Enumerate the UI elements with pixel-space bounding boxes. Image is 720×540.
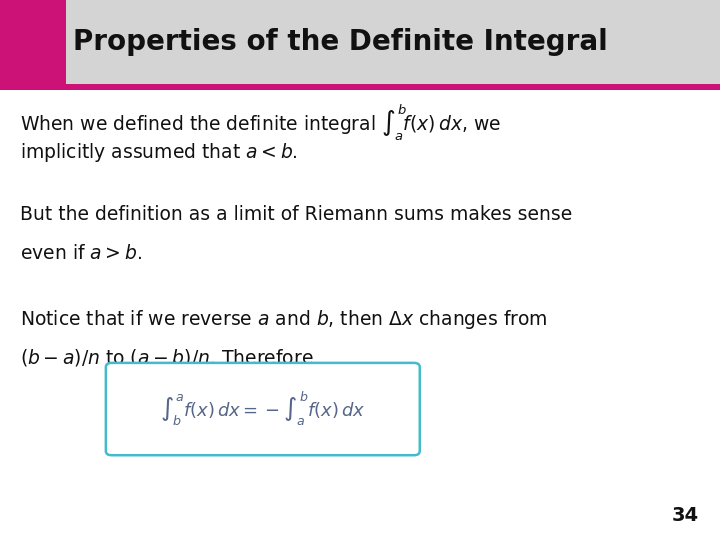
Text: even if $a > b$.: even if $a > b$. xyxy=(20,244,143,263)
Bar xyxy=(0,84,720,90)
Text: Notice that if we reverse $a$ and $b$, then $\Delta x$ changes from: Notice that if we reverse $a$ and $b$, t… xyxy=(20,308,548,331)
Text: When we defined the definite integral $\int_a^b\!f(x)\,dx$, we: When we defined the definite integral $\… xyxy=(20,103,501,143)
Text: 34: 34 xyxy=(671,506,698,525)
Text: implicitly assumed that $a < b$.: implicitly assumed that $a < b$. xyxy=(20,141,298,165)
Bar xyxy=(0,0,66,89)
Text: $(b - a)/n$ to $(a - b)/n$. Therefore: $(b - a)/n$ to $(a - b)/n$. Therefore xyxy=(20,347,314,368)
Text: $\int_b^a f(x)\,dx = -\int_a^b f(x)\,dx$: $\int_b^a f(x)\,dx = -\int_a^b f(x)\,dx$ xyxy=(160,390,366,428)
Text: But the definition as a limit of Riemann sums makes sense: But the definition as a limit of Riemann… xyxy=(20,205,572,224)
Text: Properties of the Definite Integral: Properties of the Definite Integral xyxy=(73,28,608,56)
Bar xyxy=(0,0,720,84)
FancyBboxPatch shape xyxy=(106,363,420,455)
